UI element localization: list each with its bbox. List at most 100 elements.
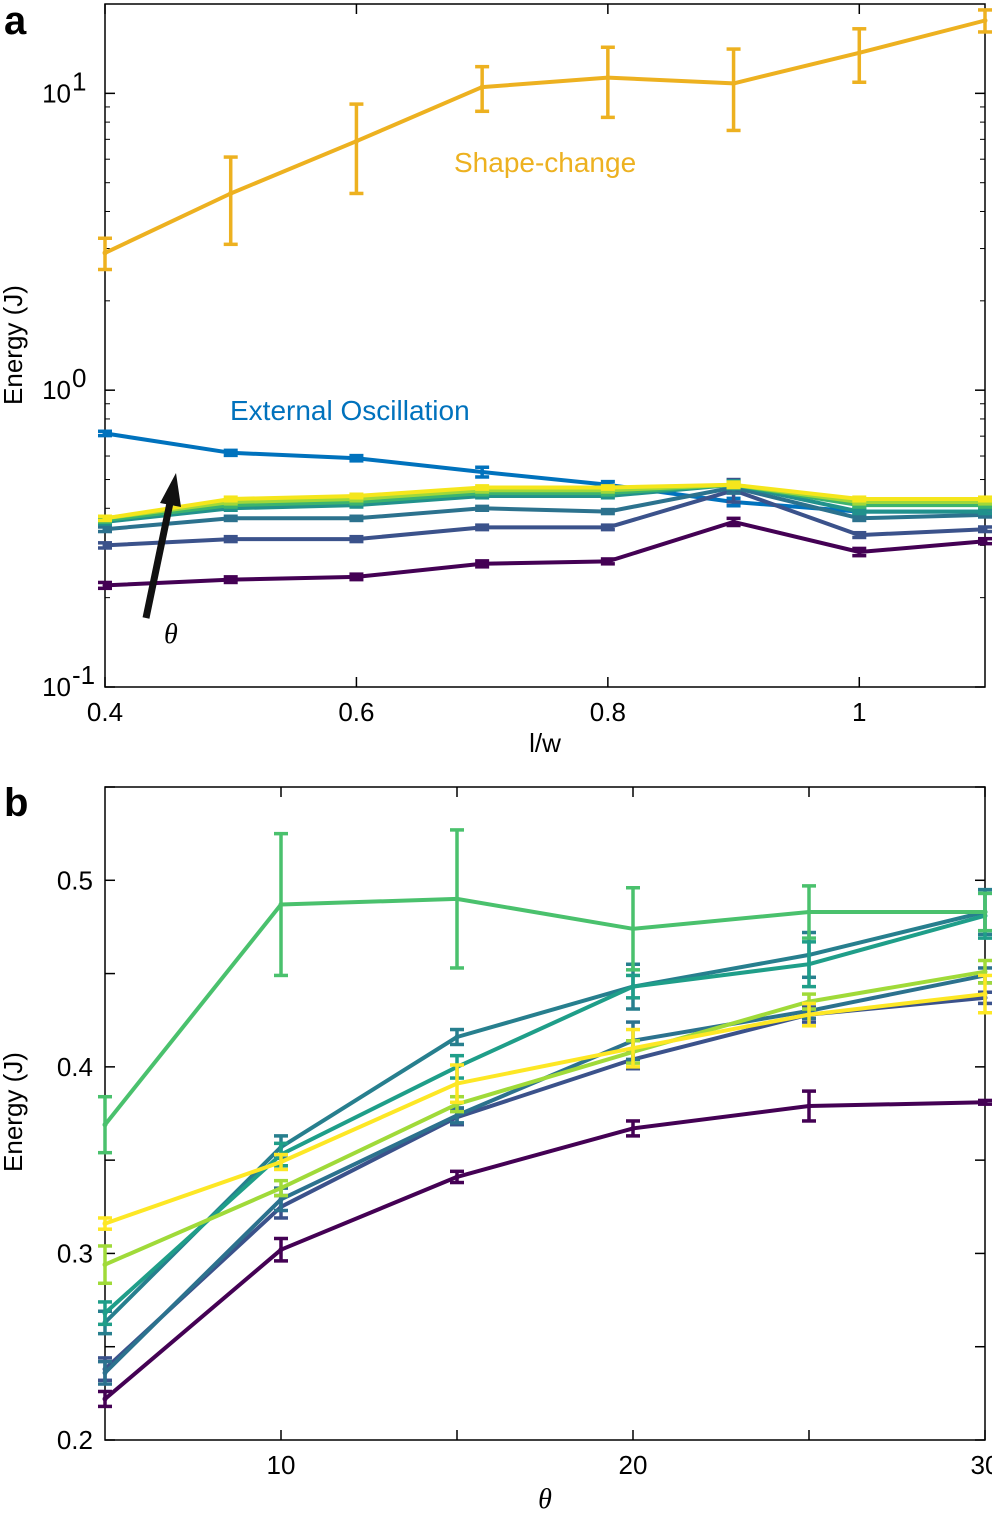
data-point bbox=[353, 536, 359, 542]
x-tick-label: 0.6 bbox=[338, 697, 374, 727]
panel-b-ylabel: Energy (J) bbox=[0, 1052, 28, 1172]
x-tick-label: 10 bbox=[267, 1450, 296, 1480]
data-point bbox=[731, 519, 737, 525]
data-point bbox=[479, 485, 485, 491]
data-point bbox=[856, 549, 862, 555]
y-tick-label: 10 bbox=[42, 672, 71, 702]
series-series-8 bbox=[98, 973, 992, 1231]
series-series-6 bbox=[98, 828, 992, 1155]
data-point bbox=[102, 1221, 108, 1227]
series-line bbox=[103, 995, 986, 1371]
data-point bbox=[102, 542, 108, 548]
data-point bbox=[856, 532, 862, 538]
series-series-2 bbox=[98, 990, 992, 1383]
data-point bbox=[982, 526, 988, 532]
data-point bbox=[479, 469, 485, 475]
data-point bbox=[102, 582, 108, 588]
data-point bbox=[353, 455, 359, 461]
series-line bbox=[104, 519, 986, 588]
data-point bbox=[856, 50, 862, 56]
data-point bbox=[102, 1262, 108, 1268]
data-point bbox=[605, 485, 611, 491]
data-point bbox=[228, 515, 234, 521]
series-line bbox=[104, 482, 985, 523]
series-series-1 bbox=[98, 1089, 992, 1409]
data-point bbox=[353, 574, 359, 580]
data-point bbox=[982, 909, 988, 915]
data-point bbox=[605, 558, 611, 564]
y-tick-exponent: -1 bbox=[72, 660, 95, 690]
y-tick-label: 10 bbox=[42, 375, 71, 405]
theta-arrow-label: θ bbox=[164, 619, 178, 650]
data-point bbox=[228, 450, 234, 456]
data-point bbox=[278, 1185, 284, 1191]
data-point bbox=[278, 1247, 284, 1253]
data-point bbox=[278, 1196, 284, 1202]
series-line bbox=[103, 910, 986, 1324]
theta-arrow bbox=[142, 473, 181, 619]
series-line bbox=[104, 488, 986, 548]
error-bar bbox=[600, 45, 615, 120]
data-point bbox=[982, 538, 988, 544]
error-bar bbox=[223, 155, 238, 247]
error-bar bbox=[852, 27, 867, 84]
error-bar bbox=[349, 102, 364, 196]
series-line bbox=[103, 973, 986, 1375]
data-point bbox=[982, 969, 988, 975]
series-theta-7 bbox=[98, 480, 992, 523]
x-tick-label: 1 bbox=[852, 697, 866, 727]
data-point bbox=[102, 1370, 108, 1376]
series-line bbox=[104, 431, 985, 514]
data-point bbox=[353, 515, 359, 521]
panel-label-b: b bbox=[4, 781, 28, 825]
series-line bbox=[104, 482, 985, 521]
data-point bbox=[278, 902, 284, 908]
series-shape-change bbox=[98, 8, 992, 272]
data-point bbox=[102, 1310, 108, 1316]
data-point bbox=[479, 561, 485, 567]
x-tick-label: 0.4 bbox=[87, 697, 123, 727]
x-tick-label: 20 bbox=[619, 1450, 648, 1480]
data-point bbox=[630, 1125, 636, 1131]
data-point bbox=[479, 84, 485, 90]
data-point bbox=[454, 1081, 460, 1087]
y-tick-label: 0.5 bbox=[57, 865, 93, 895]
series-series-5 bbox=[98, 891, 992, 1327]
series-line bbox=[104, 18, 986, 255]
data-point bbox=[856, 515, 862, 521]
data-point bbox=[102, 1122, 108, 1128]
data-point bbox=[454, 1112, 460, 1118]
y-tick-label: 0.3 bbox=[57, 1238, 93, 1268]
data-point bbox=[630, 1045, 636, 1051]
panel-b-chart: 10 20 30 0.2 0.3 0.4 0.5 θ Energy (J) bbox=[0, 786, 992, 1515]
series-series-7 bbox=[98, 958, 992, 1286]
data-point bbox=[731, 80, 737, 86]
data-point bbox=[454, 1034, 460, 1040]
data-point bbox=[806, 909, 812, 915]
data-point bbox=[982, 496, 988, 502]
panel-a-ylabel: Energy (J) bbox=[0, 285, 28, 405]
error-bar bbox=[726, 47, 741, 133]
data-point bbox=[630, 926, 636, 932]
panel-a-frame bbox=[104, 3, 986, 688]
data-point bbox=[454, 896, 460, 902]
data-point bbox=[806, 1103, 812, 1109]
data-point bbox=[278, 1159, 284, 1165]
panel-a-xlabel: l/w bbox=[529, 728, 561, 758]
panel-b-frame bbox=[104, 786, 986, 1441]
data-point bbox=[630, 984, 636, 990]
data-point bbox=[479, 524, 485, 530]
data-point bbox=[102, 430, 108, 436]
data-point bbox=[228, 536, 234, 542]
series-line bbox=[103, 913, 986, 1315]
data-point bbox=[806, 1012, 812, 1018]
shape-change-annotation: Shape-change bbox=[454, 147, 636, 178]
panel-label-a: a bbox=[4, 0, 27, 43]
x-tick-label: 30 bbox=[971, 1450, 992, 1480]
series-theta-2 bbox=[98, 477, 992, 550]
data-point bbox=[102, 1396, 108, 1402]
series-line bbox=[104, 482, 985, 521]
data-point bbox=[982, 991, 988, 997]
